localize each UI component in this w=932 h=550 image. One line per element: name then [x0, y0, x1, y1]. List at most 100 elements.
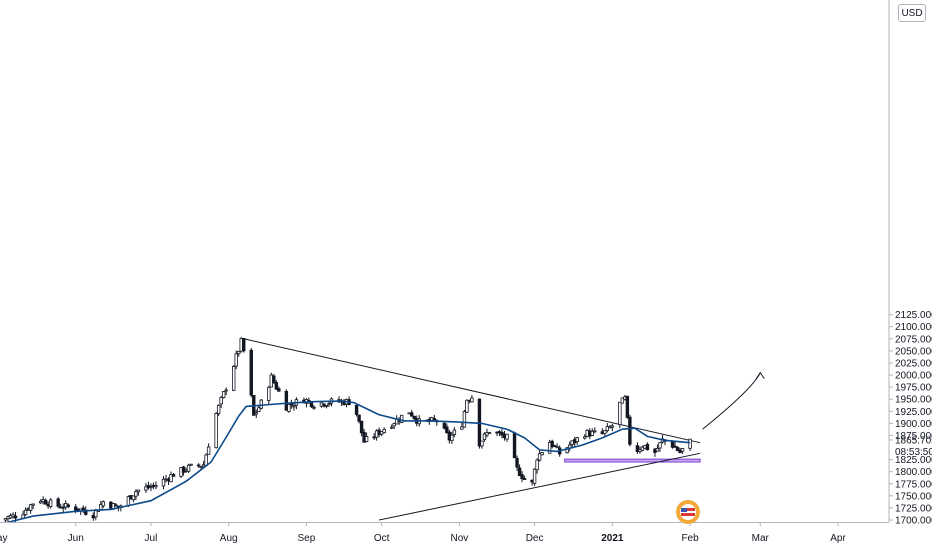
candle-up: [605, 426, 610, 432]
price-tick-label: 1775.000: [895, 479, 932, 490]
price-tick-label: 2100.000: [895, 322, 932, 333]
currency-badge[interactable]: USD: [898, 4, 926, 22]
candle-up: [214, 413, 218, 449]
resistance-trendline: [243, 338, 701, 444]
time-tick-label: Nov: [450, 533, 468, 544]
candle-down: [61, 506, 65, 509]
price-tick-label: 2125.000: [895, 310, 932, 321]
candle-up: [101, 501, 106, 507]
candle-down: [359, 420, 364, 434]
price-tick-label: 1700.000: [895, 516, 932, 527]
price-tick-label: 1825.000: [895, 455, 932, 466]
logo-icon: [676, 500, 700, 524]
candle-up: [565, 447, 569, 454]
candle-down: [13, 515, 18, 519]
candle-up: [603, 429, 607, 434]
candle-up: [169, 474, 173, 483]
candle-down: [522, 478, 527, 480]
candle-up: [540, 452, 544, 456]
candle-up: [186, 464, 191, 472]
price-tick-label: 1725.000: [895, 503, 932, 514]
candle-up: [28, 504, 33, 511]
candle-up: [3, 518, 8, 521]
candle-up: [389, 426, 394, 429]
candle-up: [462, 411, 467, 428]
candle-down: [635, 445, 640, 453]
candle-down: [515, 457, 519, 468]
candle-down: [354, 404, 359, 415]
candle-up: [680, 448, 685, 452]
candle-up: [593, 430, 597, 433]
price-tick-label: 1925.000: [895, 407, 932, 418]
candle-up: [254, 412, 258, 415]
time-tick-label: 2021: [601, 533, 624, 544]
candle-down: [412, 415, 416, 420]
time-tick-label: Oct: [374, 533, 390, 544]
countdown-label: 08:53:50: [895, 447, 932, 458]
candle-up: [189, 463, 193, 466]
candle-up: [204, 454, 208, 466]
candle-down: [277, 388, 281, 392]
price-axis[interactable]: 2125.0002100.0002075.0002050.0002025.000…: [888, 0, 932, 527]
candle-up: [547, 442, 552, 454]
plot-area[interactable]: [0, 337, 765, 525]
candle-down: [675, 446, 680, 451]
candle-up: [658, 442, 662, 449]
candle-down: [171, 473, 176, 477]
candle-down: [520, 474, 524, 480]
candle-down: [517, 467, 522, 477]
candle-up: [688, 438, 692, 449]
price-tick-label: 1800.000: [895, 467, 932, 478]
candle-up: [382, 429, 386, 434]
candle-down: [249, 349, 253, 396]
candle-down: [289, 403, 294, 406]
candle-up: [292, 405, 296, 408]
candle-down: [43, 499, 48, 505]
candle-down: [181, 466, 186, 473]
candle-down: [673, 445, 677, 448]
candle-up: [48, 499, 53, 507]
candle-up: [470, 397, 474, 403]
candle-up: [590, 430, 594, 436]
candle-up: [154, 485, 158, 488]
time-tick-label: Sep: [298, 533, 316, 544]
time-tick-label: Aug: [220, 533, 238, 544]
candle-down: [284, 390, 289, 411]
candle-up: [267, 386, 271, 401]
candle-down: [357, 414, 361, 422]
price-tick-label: 2025.000: [895, 358, 932, 369]
candle-up: [618, 401, 622, 426]
candle-up: [237, 351, 241, 355]
candle-up: [505, 433, 509, 440]
candle-down: [552, 445, 557, 448]
candle-down: [56, 498, 60, 507]
candle-down: [272, 375, 276, 383]
price-tick-label: 1750.000: [895, 491, 932, 502]
candle-up: [465, 399, 469, 413]
plot-layer: [3, 337, 765, 522]
candle-up: [324, 405, 329, 407]
candle-down: [410, 412, 414, 417]
time-axis[interactable]: May Jun Jul Aug Sep Oct Nov Dec 2021 Feb Mar Apr: [0, 522, 889, 544]
time-tick-label: Jun: [68, 533, 84, 544]
candle-up: [400, 414, 404, 423]
candle-down: [322, 403, 326, 407]
candle-up: [620, 397, 625, 404]
price-tick-label: 1975.000: [895, 383, 932, 394]
candle-up: [655, 448, 660, 452]
candle-down: [432, 417, 436, 421]
time-tick-label: Jul: [145, 533, 158, 544]
candle-up: [327, 403, 331, 406]
time-tick-label: May: [0, 533, 7, 544]
candle-up: [487, 432, 492, 434]
candle-up: [452, 429, 457, 435]
candle-up: [144, 486, 148, 491]
candle-up: [221, 391, 226, 399]
candle-down: [625, 395, 630, 418]
candle-down: [445, 426, 449, 434]
candle-up: [131, 495, 136, 501]
candle-down: [274, 382, 279, 390]
candle-up: [532, 468, 537, 484]
